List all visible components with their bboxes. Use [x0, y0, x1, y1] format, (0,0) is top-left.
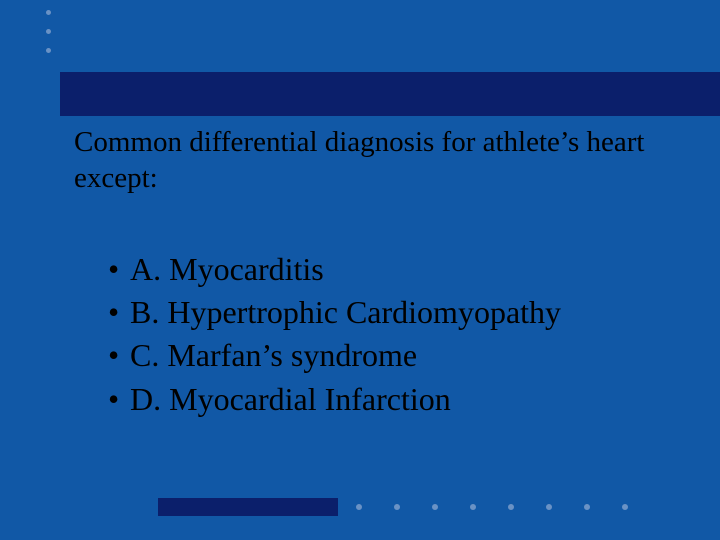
list-item: B. Hypertrophic Cardiomyopathy	[108, 291, 680, 334]
bottom-accent-bar	[158, 498, 338, 516]
decor-dot	[470, 504, 476, 510]
list-item: A. Myocarditis	[108, 248, 680, 291]
decor-dot	[622, 504, 628, 510]
bullet-list: A. Myocarditis B. Hypertrophic Cardiomyo…	[108, 248, 680, 421]
decor-dot	[508, 504, 514, 510]
list-item: C. Marfan’s syndrome	[108, 334, 680, 377]
decor-dot	[356, 504, 362, 510]
decor-dot	[546, 504, 552, 510]
title-accent-bar	[60, 72, 720, 116]
slide-title: Common differential diagnosis for athlet…	[74, 124, 660, 197]
decor-dot	[432, 504, 438, 510]
bottom-dot-row	[356, 504, 628, 510]
top-dot-column	[46, 10, 51, 53]
decor-dot	[46, 29, 51, 34]
decor-dot	[46, 48, 51, 53]
decor-dot	[46, 10, 51, 15]
decor-dot	[584, 504, 590, 510]
decor-dot	[394, 504, 400, 510]
list-item: D. Myocardial Infarction	[108, 378, 680, 421]
